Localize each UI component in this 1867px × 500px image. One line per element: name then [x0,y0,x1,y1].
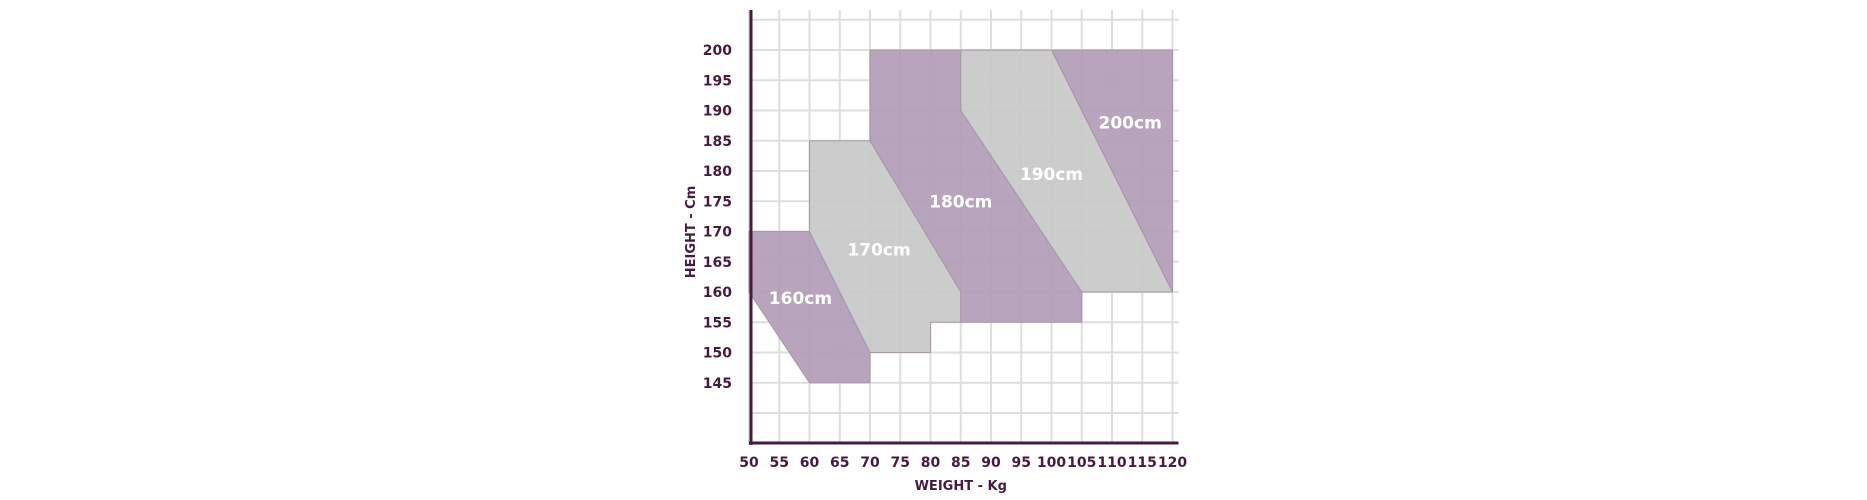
axes [749,10,1179,445]
region-label-180cm: 180cm [929,192,992,212]
x-tick-105: 105 [1067,455,1096,471]
region-200cm [1050,49,1173,293]
x-tick-115: 115 [1128,455,1157,471]
y-tick-170: 170 [703,225,732,241]
x-tick-95: 95 [1012,455,1031,471]
regions [748,49,1174,384]
x-axis-title: WEIGHT - Kg [915,479,1007,494]
region-190cm [960,49,1174,293]
y-tick-155: 155 [703,315,732,331]
y-tick-labels: 145 150 155 160 165 170 175 180 185 190 195 200 [703,43,732,392]
y-axis-title: HEIGHT - Cm [684,186,699,279]
x-tick-70: 70 [860,455,880,471]
y-tick-185: 185 [703,134,732,150]
region-label-200cm: 200cm [1099,114,1162,134]
x-tick-60: 60 [800,455,820,471]
x-tick-labels: 50 55 60 65 70 75 80 85 90 95 100 105 110 115 120 [739,455,1187,471]
y-tick-175: 175 [703,194,732,210]
x-tick-100: 100 [1037,455,1066,471]
region-label-170cm: 170cm [847,241,910,261]
x-tick-50: 50 [739,455,759,471]
x-tick-55: 55 [770,455,789,471]
region-labels: 160cm 170cm 180cm 190cm 200cm [769,114,1162,309]
y-tick-150: 150 [703,346,732,362]
x-tick-90: 90 [981,455,1001,471]
y-tick-165: 165 [703,255,732,271]
x-tick-85: 85 [951,455,970,471]
y-tick-180: 180 [703,164,732,180]
x-tick-120: 120 [1158,455,1187,471]
region-label-160cm: 160cm [769,289,832,309]
region-label-190cm: 190cm [1020,165,1083,185]
x-tick-110: 110 [1097,455,1126,471]
x-tick-80: 80 [921,455,941,471]
y-tick-200: 200 [703,43,732,59]
x-tick-65: 65 [830,455,849,471]
y-tick-195: 195 [703,73,732,89]
x-tick-75: 75 [891,455,910,471]
y-tick-190: 190 [703,104,732,120]
y-tick-145: 145 [703,376,732,392]
y-tick-160: 160 [703,285,732,301]
